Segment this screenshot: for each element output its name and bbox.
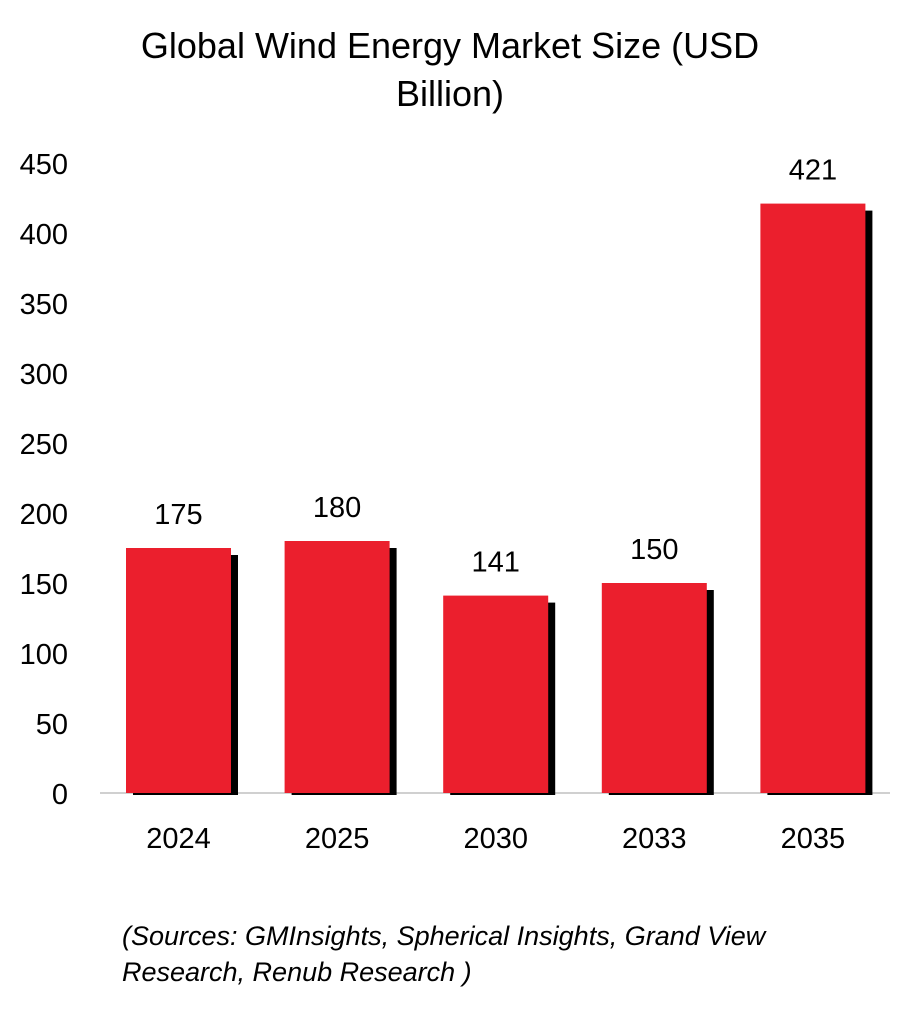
bar-2024 [126, 548, 231, 793]
bar-2025 [284, 541, 390, 793]
y-tick-label: 50 [36, 709, 68, 741]
source-line-1: (Sources: GMInsights, Spherical Insights… [122, 921, 766, 951]
bar-2033 [601, 583, 707, 793]
x-tick-label: 2030 [463, 823, 528, 855]
data-label: 175 [154, 499, 202, 531]
y-tick-label: 100 [20, 639, 68, 671]
x-tick-label: 2035 [781, 823, 846, 855]
x-tick-label: 2033 [622, 823, 687, 855]
y-tick-label: 200 [20, 499, 68, 531]
y-tick-label: 250 [20, 429, 68, 461]
y-tick-label: 400 [20, 219, 68, 251]
source-line-2: Research, Renub Research ) [122, 957, 472, 987]
bar-2035 [760, 203, 866, 794]
chart-title: Global Wind Energy Market Size (USD Bill… [0, 22, 900, 118]
y-tick-label: 150 [20, 569, 68, 601]
data-label: 421 [789, 155, 837, 187]
y-tick-label: 350 [20, 289, 68, 321]
chart-title-line-1: Global Wind Energy Market Size (USD [140, 25, 760, 66]
y-tick-label: 0 [52, 779, 68, 811]
y-tick-label: 300 [20, 359, 68, 391]
x-tick-label: 2024 [146, 823, 211, 855]
chart-title-line-2: Billion) [395, 73, 505, 114]
x-tick-label: 2025 [305, 823, 370, 855]
bar-2030 [443, 595, 549, 793]
data-label: 150 [630, 534, 678, 566]
y-tick-label: 450 [20, 149, 68, 181]
data-label: 141 [472, 547, 520, 579]
source-note: (Sources: GMInsights, Spherical Insights… [122, 918, 822, 990]
data-label: 180 [313, 492, 361, 524]
